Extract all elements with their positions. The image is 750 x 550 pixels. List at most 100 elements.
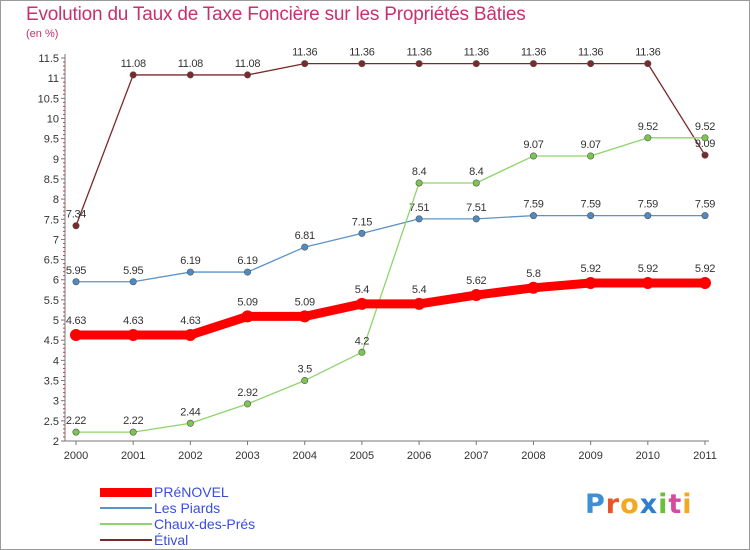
y-tick-label: 6 xyxy=(53,275,59,287)
data-label-les-piards: 6.81 xyxy=(295,230,315,242)
data-point-pr-novel xyxy=(413,297,426,310)
data-point--tival xyxy=(472,60,480,68)
legend-label: PRéNOVEL xyxy=(154,484,229,500)
legend-label: Chaux-des-Prés xyxy=(154,516,256,532)
chart-title: Evolution du Taux de Taxe Foncière sur l… xyxy=(26,4,526,25)
data-point-les-piards xyxy=(358,229,366,237)
y-tick-label: 4.5 xyxy=(44,335,59,347)
data-point-chaux-des-pr-s xyxy=(644,134,652,142)
data-label-pr-novel: 5.92 xyxy=(581,263,601,275)
data-label-les-piards: 6.19 xyxy=(180,255,200,267)
logo-letter: i xyxy=(682,489,693,520)
data-point-chaux-des-pr-s xyxy=(472,179,480,187)
data-point--tival xyxy=(244,71,252,79)
data-label--tival: 11.36 xyxy=(521,47,546,59)
data-point-pr-novel xyxy=(355,297,368,310)
proxiti-logo: Proxiti xyxy=(585,489,693,520)
data-label-chaux-des-pr-s: 9.52 xyxy=(638,121,658,133)
data-point-chaux-des-pr-s xyxy=(72,428,80,436)
x-tick-label: 2008 xyxy=(521,450,545,462)
x-tick-label: 2005 xyxy=(350,450,374,462)
data-point-pr-novel xyxy=(298,310,311,323)
x-tick-label: 2002 xyxy=(178,450,202,462)
data-point--tival xyxy=(358,60,366,68)
data-point-chaux-des-pr-s xyxy=(358,348,366,356)
series-line-les-piards xyxy=(75,214,706,283)
y-tick-label: 10 xyxy=(47,113,59,125)
data-point-les-piards xyxy=(186,268,194,276)
data-point-les-piards xyxy=(129,278,137,286)
data-point-les-piards xyxy=(244,268,252,276)
x-tick-label: 2000 xyxy=(64,450,88,462)
data-point-les-piards xyxy=(72,278,80,286)
x-tick-label: 2011 xyxy=(693,450,717,462)
legend-swatch xyxy=(100,523,152,525)
data-label-chaux-des-pr-s: 2.44 xyxy=(180,406,200,418)
data-point--tival xyxy=(587,60,595,68)
data-label--tival: 11.36 xyxy=(406,47,431,59)
data-label--tival: 11.36 xyxy=(292,47,317,59)
data-point--tival xyxy=(701,151,709,159)
data-label-les-piards: 5.95 xyxy=(123,265,143,277)
data-label-les-piards: 7.59 xyxy=(695,199,715,211)
data-label--tival: 11.08 xyxy=(178,58,203,70)
data-label--tival: 11.08 xyxy=(121,58,146,70)
data-point-les-piards xyxy=(587,212,595,220)
y-tick-label: 8.5 xyxy=(44,174,59,186)
logo-letter: t xyxy=(668,489,683,520)
x-tick-label: 2001 xyxy=(121,450,145,462)
data-label-les-piards: 7.59 xyxy=(523,199,543,211)
x-tick-label: 2010 xyxy=(636,450,660,462)
y-tick-label: 7.5 xyxy=(44,214,59,226)
data-label-chaux-des-pr-s: 2.22 xyxy=(123,415,143,427)
y-tick-label: 2 xyxy=(53,436,59,448)
data-point-les-piards xyxy=(415,215,423,223)
x-tick-label: 2004 xyxy=(292,450,316,462)
data-point-pr-novel xyxy=(641,276,654,289)
y-tick-label: 6.5 xyxy=(44,255,59,267)
data-label-chaux-des-pr-s: 2.22 xyxy=(66,415,86,427)
y-tick-label: 10.5 xyxy=(38,93,59,105)
data-point-chaux-des-pr-s xyxy=(415,179,423,187)
x-tick-label: 2009 xyxy=(578,450,602,462)
legend-label: Étival xyxy=(154,532,189,548)
chart-subtitle: (en %) xyxy=(26,28,59,40)
y-tick-label: 3.5 xyxy=(44,376,59,388)
data-point--tival xyxy=(72,222,80,230)
data-label--tival: 9.09 xyxy=(695,138,715,150)
y-tick-label: 4 xyxy=(53,355,59,367)
data-label-les-piards: 5.95 xyxy=(66,265,86,277)
y-tick-label: 3 xyxy=(53,396,59,408)
y-tick-label: 2.5 xyxy=(44,416,59,428)
data-point-chaux-des-pr-s xyxy=(529,152,537,160)
data-label-pr-novel: 5.09 xyxy=(295,296,315,308)
data-label-chaux-des-pr-s: 2.92 xyxy=(237,387,257,399)
data-label--tival: 11.36 xyxy=(464,47,489,59)
data-point-chaux-des-pr-s xyxy=(129,428,137,436)
data-label-les-piards: 6.19 xyxy=(237,255,257,267)
data-point-pr-novel xyxy=(241,310,254,323)
y-tick-label: 9.5 xyxy=(44,134,59,146)
data-point-chaux-des-pr-s xyxy=(186,419,194,427)
legend-swatch xyxy=(100,539,152,541)
data-label-pr-novel: 5.4 xyxy=(355,284,370,296)
data-point-les-piards xyxy=(701,212,709,220)
legend-swatch xyxy=(100,507,152,509)
data-point-les-piards xyxy=(301,243,309,251)
logo-letter: x xyxy=(639,489,659,520)
data-label-les-piards: 7.51 xyxy=(466,202,486,214)
y-tick-label: 11 xyxy=(48,73,59,85)
logo-letter: i xyxy=(658,489,669,520)
data-point-les-piards xyxy=(472,215,480,223)
data-label-les-piards: 7.59 xyxy=(581,199,601,211)
data-label--tival: 11.08 xyxy=(235,58,260,70)
data-label-pr-novel: 4.63 xyxy=(180,315,200,327)
x-tick-label: 2007 xyxy=(464,450,488,462)
y-tick-label: 11.5 xyxy=(38,53,59,65)
data-label-chaux-des-pr-s: 9.52 xyxy=(695,121,715,133)
data-label--tival: 11.36 xyxy=(349,47,374,59)
logo-letter: o xyxy=(620,489,640,520)
data-label-pr-novel: 5.92 xyxy=(638,263,658,275)
data-point--tival xyxy=(529,60,537,68)
